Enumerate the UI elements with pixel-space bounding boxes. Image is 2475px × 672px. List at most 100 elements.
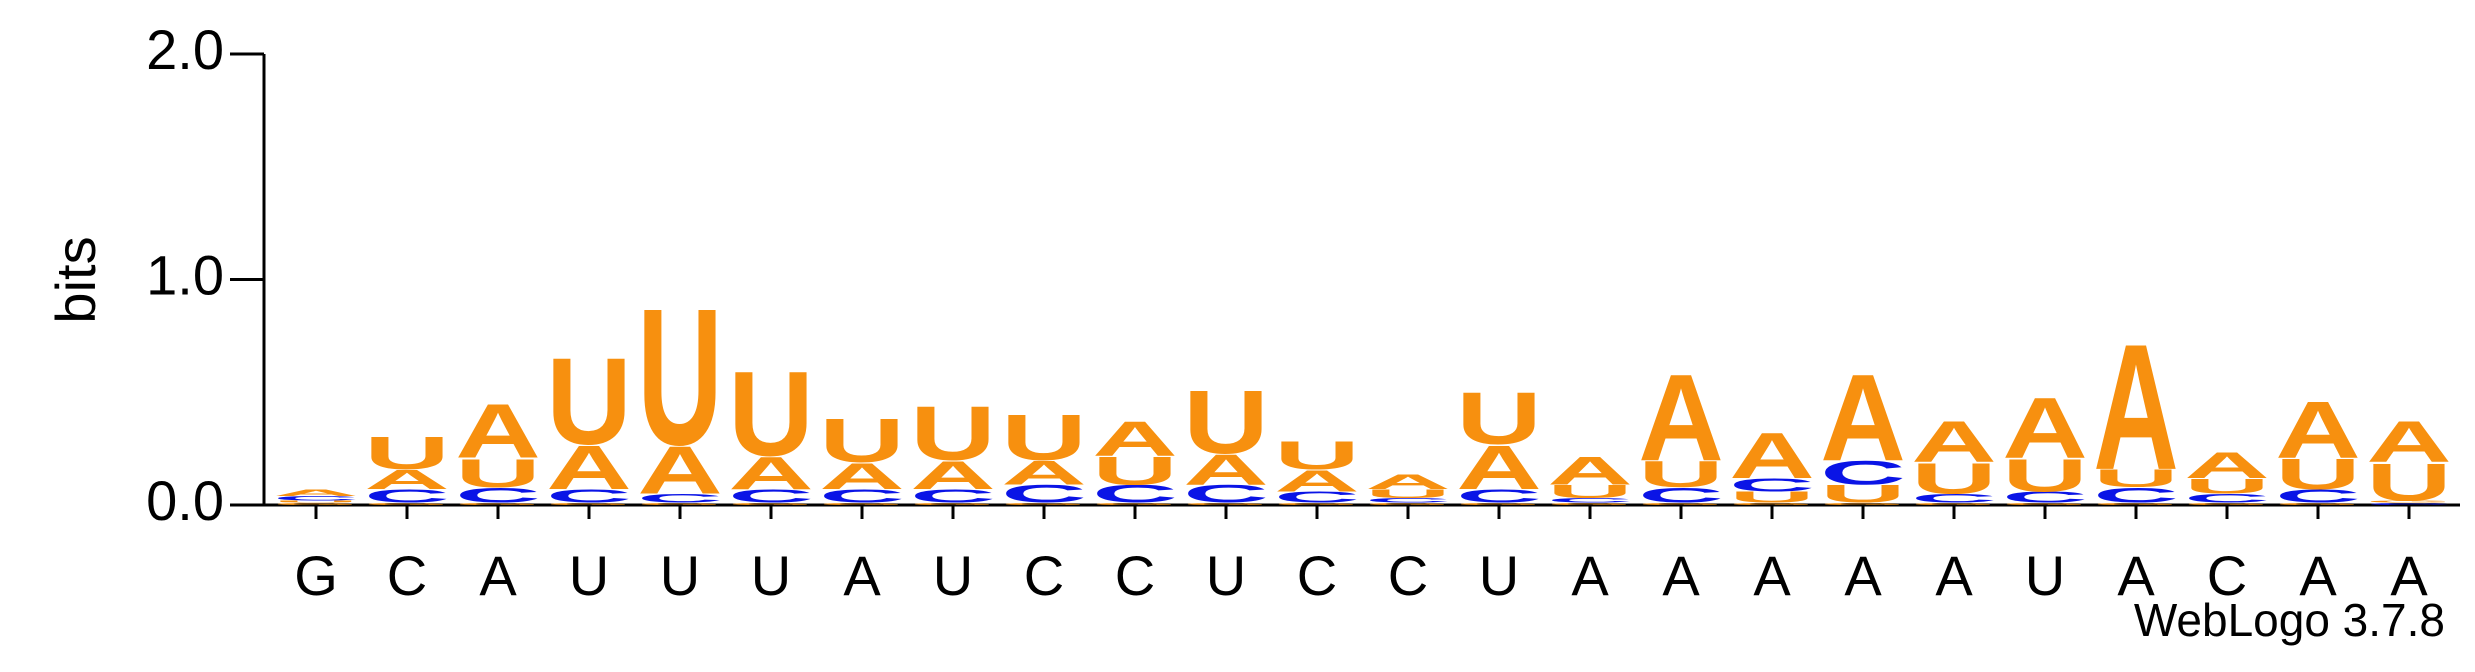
letter-glyph: G: [1092, 502, 1178, 505]
y-tick-label: 0.0: [146, 469, 224, 532]
letter-glyph: G: [1638, 502, 1724, 505]
letter-glyph: G: [819, 502, 905, 505]
x-tick-label: A: [2299, 544, 2337, 607]
letter-glyph: U: [2366, 453, 2452, 512]
letter-glyph: A: [1820, 348, 1906, 487]
letter-glyph: G: [1911, 502, 1997, 505]
letter-glyph: A: [546, 434, 632, 503]
letter-glyph: A: [1365, 470, 1451, 494]
letter-glyph: A: [2184, 445, 2270, 486]
letter-glyph: C: [1638, 483, 1724, 507]
letter-glyph: A: [1638, 348, 1724, 487]
letter-glyph: A: [2002, 379, 2088, 476]
letter-glyph: G: [1183, 502, 1269, 505]
letter-glyph: A: [1274, 464, 1360, 498]
y-tick-label: 1.0: [146, 243, 224, 306]
letter-glyph: C: [2275, 486, 2361, 507]
letter-glyph: G: [364, 502, 450, 505]
letter-glyph: U: [637, 269, 723, 487]
letter-glyph: A: [637, 433, 723, 508]
letter-glyph: G: [1820, 502, 1906, 505]
letter-glyph: C: [1001, 481, 1087, 508]
letter-glyph: C: [455, 483, 541, 507]
letter-glyph: C: [2366, 502, 2452, 505]
letter-glyph: G: [1274, 502, 1360, 505]
letter-glyph: U: [546, 332, 632, 471]
y-tick-label: 2.0: [146, 18, 224, 81]
letter-glyph: G: [2093, 502, 2179, 505]
letter-glyph: A: [2275, 385, 2361, 475]
letter-glyph: G: [546, 502, 632, 505]
letter-glyph: C: [1547, 497, 1633, 504]
letter-glyph: U: [2002, 450, 2088, 502]
letter-glyph: G: [637, 502, 723, 505]
letter-glyph: C: [1183, 481, 1269, 508]
letter-glyph: A: [1183, 445, 1269, 494]
letter-glyph: G: [1365, 502, 1451, 505]
letter-glyph: A: [2366, 409, 2452, 475]
letter-glyph: C: [1911, 492, 1997, 506]
letter-glyph: U: [910, 390, 996, 477]
letter-glyph: C: [1274, 489, 1360, 506]
x-tick-label: A: [479, 544, 517, 607]
letter-glyph: U: [273, 500, 359, 503]
x-tick-label: U: [751, 544, 791, 607]
x-tick-label: U: [1479, 544, 1519, 607]
letter-glyph: G: [2275, 502, 2361, 505]
letter-glyph: A: [819, 456, 905, 497]
letter-glyph: C: [910, 486, 996, 507]
letter-glyph: U: [1456, 377, 1542, 460]
letter-glyph: A: [273, 488, 359, 498]
letter-glyph: G: [1456, 502, 1542, 505]
letter-glyph: C: [2093, 483, 2179, 507]
letter-glyph: G: [910, 502, 996, 505]
letter-glyph: A: [364, 464, 450, 495]
letter-glyph: U: [1638, 454, 1724, 495]
letter-glyph: U: [364, 428, 450, 480]
x-tick-label: C: [1388, 544, 1428, 607]
x-tick-label: U: [569, 544, 609, 607]
letter-glyph: C: [2184, 492, 2270, 506]
x-tick-label: U: [660, 544, 700, 607]
x-tick-label: A: [1844, 544, 1882, 607]
letter-glyph: C: [637, 492, 723, 506]
letter-glyph: A: [1729, 420, 1815, 492]
x-tick-label: C: [1115, 544, 1155, 607]
x-tick-label: A: [1935, 544, 1973, 607]
letter-glyph: U: [1911, 454, 1997, 503]
letter-glyph: U: [728, 347, 814, 481]
letter-glyph: G: [2184, 502, 2270, 505]
letter-glyph: U: [1547, 481, 1633, 502]
letter-glyph: U: [1820, 481, 1906, 508]
x-tick-label: A: [2117, 544, 2155, 607]
x-tick-label: C: [387, 544, 427, 607]
letter-glyph: U: [2093, 465, 2179, 492]
letter-glyph: A: [728, 448, 814, 500]
y-axis-label: bits: [44, 236, 107, 323]
letter-glyph: C: [1365, 497, 1451, 504]
letter-glyph: C: [1729, 475, 1815, 496]
letter-glyph: C: [273, 495, 359, 502]
x-tick-label: A: [2390, 544, 2428, 607]
letter-glyph: G: [1729, 502, 1815, 505]
footer: WebLogo 3.7.8: [2134, 594, 2445, 646]
letter-glyph: A: [2093, 307, 2179, 508]
letter-glyph: A: [1911, 409, 1997, 475]
x-tick-label: U: [2025, 544, 2065, 607]
letter-glyph: C: [2002, 489, 2088, 506]
x-tick-label: A: [1662, 544, 1700, 607]
letter-glyph: U: [1365, 487, 1451, 501]
letter-glyph: C: [1820, 454, 1906, 492]
x-tick-label: G: [294, 544, 338, 607]
letter-glyph: A: [1092, 411, 1178, 466]
letter-glyph: G: [1547, 502, 1633, 505]
letter-glyph: G: [1001, 502, 1087, 505]
letter-glyph: G: [2366, 500, 2452, 503]
letter-glyph: C: [1456, 486, 1542, 507]
x-tick-label: U: [933, 544, 973, 607]
letter-glyph: C: [819, 486, 905, 507]
letter-glyph: A: [1456, 434, 1542, 503]
x-tick-label: A: [843, 544, 881, 607]
x-tick-label: C: [2207, 544, 2247, 607]
